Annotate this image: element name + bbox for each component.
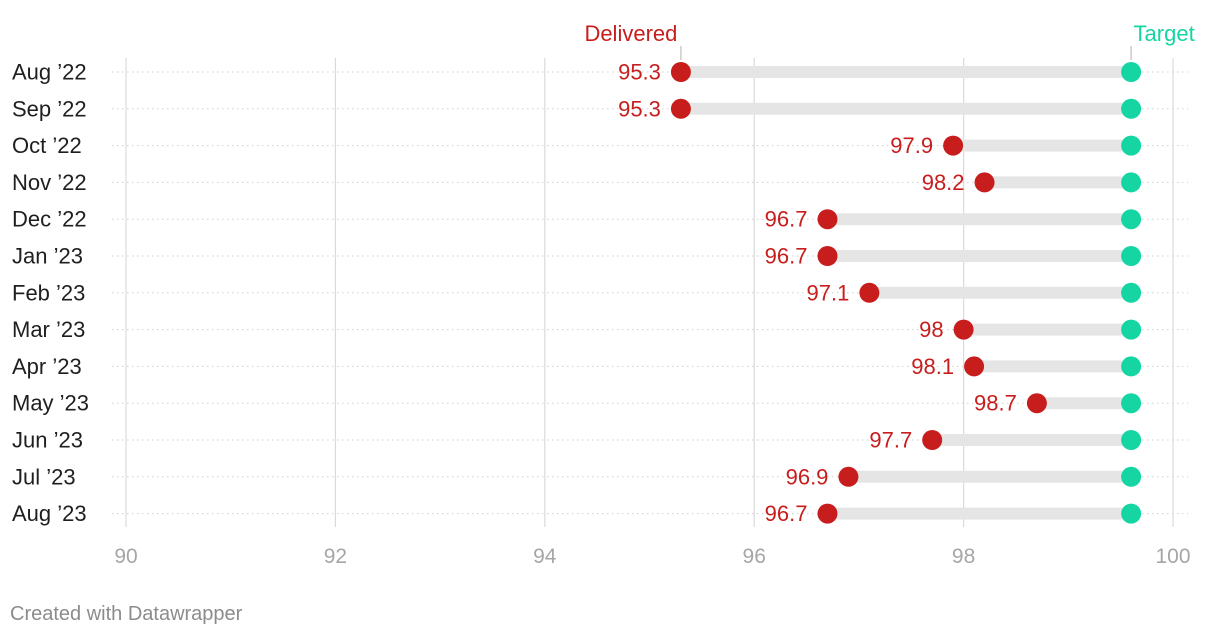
category-label: Aug ’22 (12, 60, 87, 85)
category-label: Aug ’23 (12, 501, 87, 526)
delivered-value-label: 98.7 (974, 391, 1017, 416)
delivered-value-label: 95.3 (618, 96, 661, 121)
category-label: Feb ’23 (12, 280, 85, 305)
category-label: Jun ’23 (12, 428, 83, 453)
delivered-dot (817, 503, 838, 524)
target-dot (1121, 466, 1142, 487)
legend-target: Target (1134, 21, 1195, 46)
grid: 90 92 94 96 98 100 (114, 58, 1191, 568)
target-dot (1121, 319, 1142, 340)
category-label: Sep ’22 (12, 96, 87, 121)
delivered-value-label: 97.9 (890, 133, 933, 158)
category-label: Jul ’23 (12, 464, 76, 489)
delivered-value-label: 96.7 (765, 501, 808, 526)
delivered-value-label: 97.7 (869, 428, 912, 453)
delivered-dot (817, 246, 838, 266)
target-dot (1121, 246, 1142, 266)
category-label: Dec ’22 (12, 207, 87, 232)
delivered-dot (1026, 393, 1047, 414)
delivered-value-label: 97.1 (807, 280, 850, 305)
delivered-value-label: 98.2 (922, 170, 965, 195)
delivered-value-label: 98 (919, 317, 943, 342)
x-tick-label: 90 (114, 545, 137, 568)
category-label: Nov ’22 (12, 170, 87, 195)
delivered-value-label: 96.7 (765, 244, 808, 269)
range-bars (680, 66, 1132, 520)
delivered-dot (859, 282, 880, 303)
x-tick-label: 92 (324, 545, 347, 568)
delivered-dot (838, 466, 859, 487)
target-dot (1121, 172, 1142, 193)
delivered-dot (670, 98, 691, 119)
delivered-dot (943, 135, 964, 156)
target-dot (1121, 430, 1142, 450)
delivered-value-label: 96.9 (786, 464, 829, 489)
category-label: Apr ’23 (12, 354, 82, 379)
x-tick-label: 94 (533, 545, 557, 568)
delivered-dot (670, 62, 691, 82)
x-tick-label: 98 (952, 545, 975, 568)
target-dot (1121, 503, 1142, 524)
target-dot (1121, 393, 1142, 414)
delivered-dot (922, 430, 943, 450)
target-dot (1121, 209, 1142, 230)
target-dot (1121, 98, 1142, 119)
delivered-dot (964, 356, 985, 377)
category-label: Jan ’23 (12, 244, 83, 269)
category-label: Oct ’22 (12, 133, 82, 158)
target-dot (1121, 135, 1142, 156)
delivered-value-label: 96.7 (765, 207, 808, 232)
x-tick-label: 96 (743, 545, 766, 568)
delivered-dot (817, 209, 838, 230)
delivered-value-label: 98.1 (911, 354, 954, 379)
target-dot (1121, 62, 1142, 82)
delivered-dot (974, 172, 995, 193)
delivered-dot (953, 319, 974, 340)
legend-delivered: Delivered (584, 21, 677, 46)
x-tick-label: 100 (1155, 545, 1190, 568)
labels: Aug ’22 95.3 Sep ’22 95.3 Oct ’22 97.9 Nov ’22… (12, 21, 1195, 526)
target-dot (1121, 356, 1142, 377)
credit-text: Created with Datawrapper (10, 603, 243, 625)
target-dot (1121, 282, 1142, 303)
dots (670, 62, 1142, 524)
category-label: May ’23 (12, 391, 89, 416)
delivered-value-label: 95.3 (618, 60, 661, 85)
category-label: Mar ’23 (12, 317, 85, 342)
